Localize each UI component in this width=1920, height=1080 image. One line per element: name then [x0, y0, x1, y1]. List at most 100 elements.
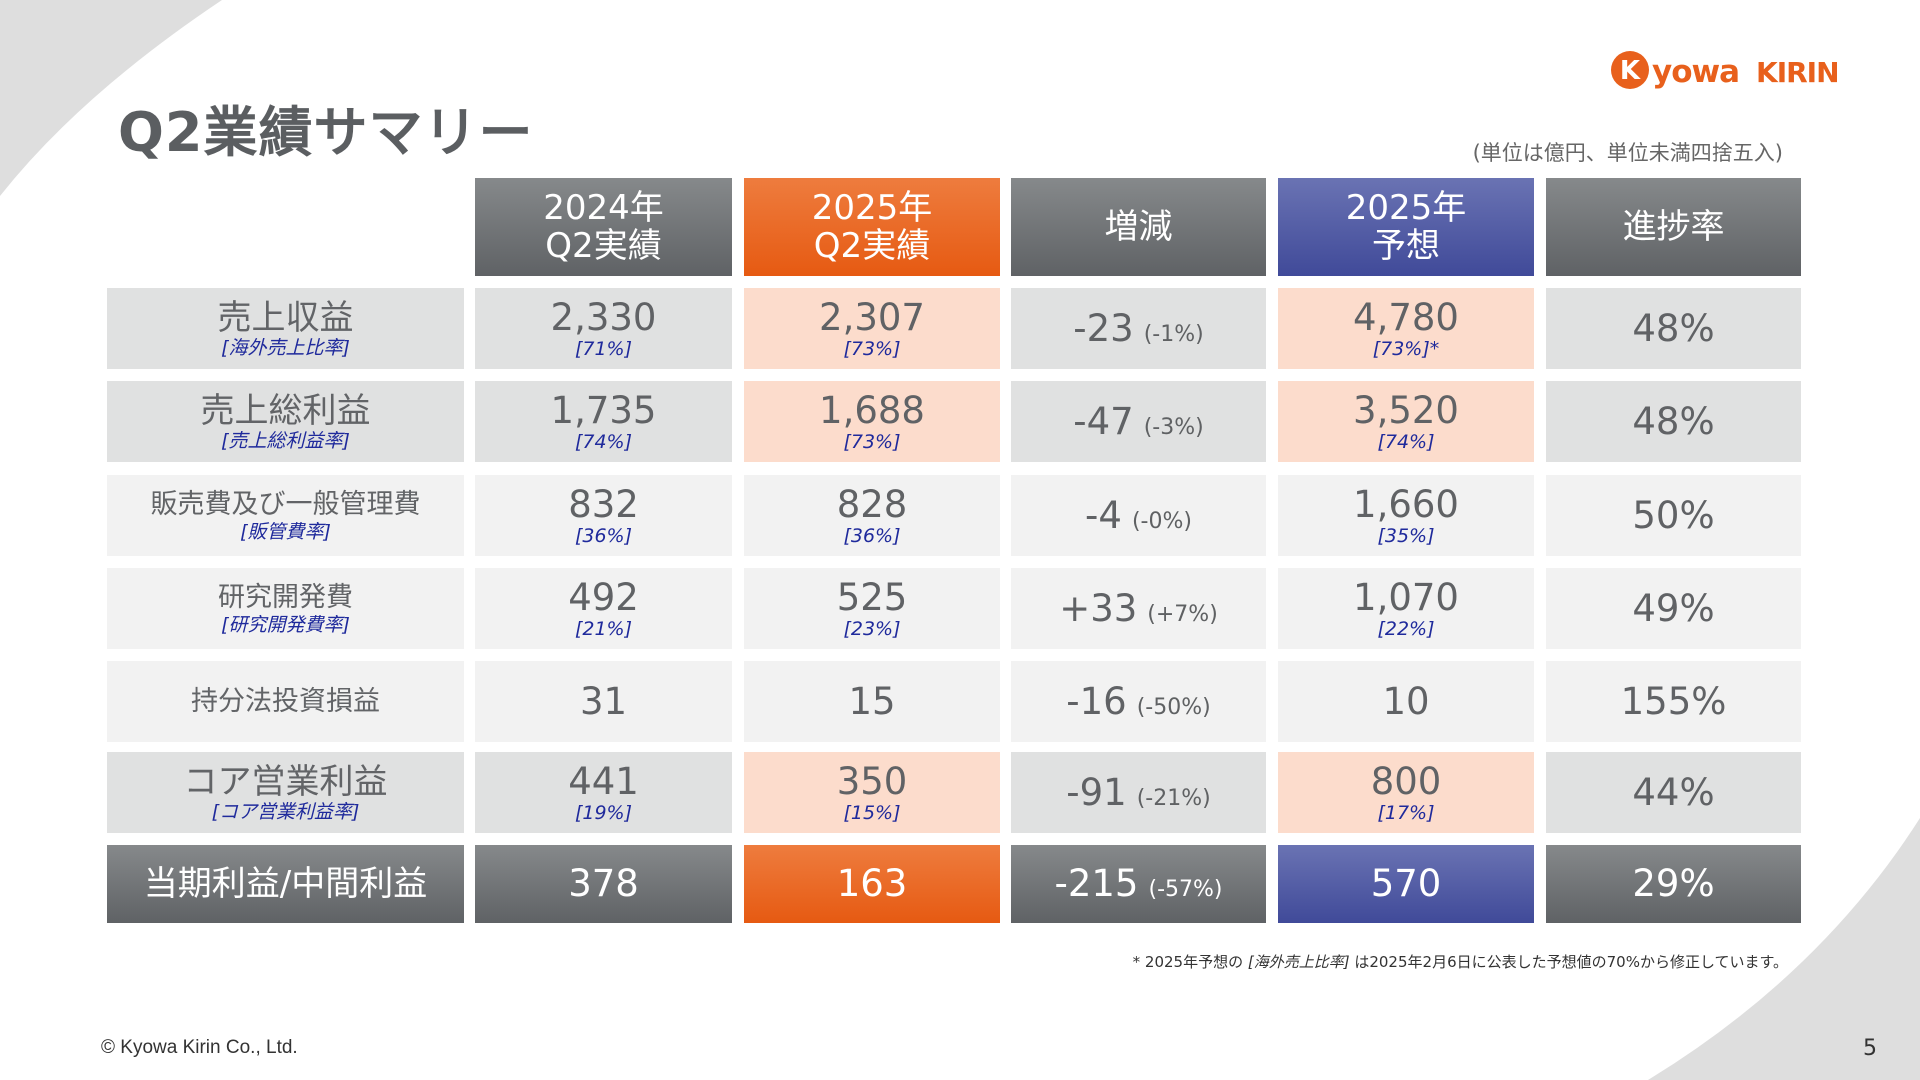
cell-forecast: 10	[1278, 661, 1534, 742]
value: 492	[568, 575, 639, 619]
ratio: [74%]	[574, 430, 633, 453]
cell-2025: 2,307 [73%]	[744, 288, 1000, 369]
svg-text:KIRIN: KIRIN	[1756, 56, 1839, 89]
cell-progress: 155%	[1546, 661, 1801, 742]
change-value: -16	[1066, 679, 1127, 723]
copyright: © Kyowa Kirin Co., Ltd.	[101, 1037, 298, 1058]
header-line2: 予想	[1372, 226, 1440, 266]
row-label-rnd: 研究開発費 [研究開発費率]	[107, 568, 464, 649]
cell-2024: 2,330 [71%]	[475, 288, 732, 369]
cell-2024: 378	[475, 845, 732, 923]
cell-forecast: 1,660 [35%]	[1278, 475, 1534, 556]
cell-change: -47 (-3%)	[1011, 381, 1266, 462]
ratio: [71%]	[574, 337, 633, 360]
value: 441	[568, 759, 639, 803]
cell-forecast: 1,070 [22%]	[1278, 568, 1534, 649]
cell-2024: 832 [36%]	[475, 475, 732, 556]
row-label: 販売費及び一般管理費	[150, 488, 421, 520]
header-progress-rate: 進捗率	[1546, 178, 1801, 276]
cell-2025: 15	[744, 661, 1000, 742]
row-label: 持分法投資損益	[191, 685, 380, 717]
value: 800	[1370, 759, 1442, 803]
change-value: -23	[1073, 306, 1134, 350]
row-label: 売上総利益	[200, 390, 371, 431]
ratio: [74%]	[1377, 430, 1435, 453]
change-percent: (-57%)	[1148, 877, 1223, 902]
page-number: 5	[1863, 1036, 1877, 1061]
header-2024-q2-actual: 2024年 Q2実績	[475, 178, 732, 276]
row-sublabel: [売上総利益率]	[221, 429, 350, 452]
row-label-sga: 販売費及び一般管理費 [販管費率]	[107, 475, 464, 556]
cell-2024: 31	[475, 661, 732, 742]
ratio: [35%]	[1377, 524, 1435, 547]
value: 15	[848, 679, 896, 723]
svg-text:yowa: yowa	[1652, 54, 1739, 90]
value: 378	[568, 862, 639, 905]
value: 4,780	[1353, 295, 1459, 339]
header-line1: 2024年	[543, 188, 664, 228]
cell-change: -91 (-21%)	[1011, 752, 1266, 833]
ratio: [21%]	[574, 617, 633, 640]
ratio: [23%]	[843, 617, 901, 640]
header-line1: 増減	[1104, 207, 1173, 247]
value: 49%	[1632, 586, 1715, 630]
value: 10	[1382, 679, 1430, 723]
value: 525	[836, 575, 908, 619]
cell-2025: 828 [36%]	[744, 475, 1000, 556]
header-line1: 進捗率	[1622, 207, 1725, 247]
row-label-gross-profit: 売上総利益 [売上総利益率]	[107, 381, 464, 462]
page-title: Q2業績サマリー	[118, 101, 534, 164]
cell-2024: 492 [21%]	[475, 568, 732, 649]
value: 1,735	[550, 388, 657, 432]
header-2025-q2-actual: 2025年 Q2実績	[744, 178, 1000, 276]
change-percent: (-0%)	[1131, 508, 1192, 534]
cell-progress: 44%	[1546, 752, 1801, 833]
ratio: [73%]	[843, 337, 901, 360]
cell-2025: 163	[744, 845, 1000, 923]
value: 1,660	[1353, 482, 1459, 526]
row-sublabel: [海外売上比率]	[221, 336, 350, 359]
row-label: コア営業利益	[183, 761, 388, 802]
ratio: [17%]	[1377, 801, 1435, 824]
footnote-prefix: * 2025年予想の	[1132, 953, 1248, 971]
ratio: [36%]	[843, 524, 901, 547]
row-sublabel: [販管費率]	[240, 520, 331, 543]
cell-2024: 1,735 [74%]	[475, 381, 732, 462]
value: 2,307	[819, 295, 925, 339]
row-label-core-operating-profit: コア営業利益 [コア営業利益率]	[107, 752, 464, 833]
cell-forecast: 4,780 [73%]*	[1278, 288, 1534, 369]
row-sublabel: [コア営業利益率]	[211, 800, 360, 823]
value: 832	[568, 482, 639, 526]
cell-progress: 50%	[1546, 475, 1801, 556]
value: 48%	[1632, 306, 1715, 350]
value: 44%	[1632, 770, 1715, 814]
value: 828	[836, 482, 908, 526]
change-value: -47	[1073, 399, 1134, 443]
row-label-equity-method: 持分法投資損益	[107, 661, 464, 742]
ratio: [73%]	[843, 430, 901, 453]
row-label: 売上収益	[217, 297, 354, 338]
value: 155%	[1620, 679, 1727, 723]
value: 50%	[1632, 493, 1715, 537]
footnote-suffix: は2025年2月6日に公表した予想値の70%から修正しています。	[1349, 953, 1788, 971]
value: 350	[836, 759, 908, 803]
cell-forecast: 570	[1278, 845, 1534, 923]
value: 48%	[1632, 399, 1715, 443]
change-value: +33	[1059, 586, 1138, 630]
value: 163	[836, 862, 908, 905]
value: 29%	[1632, 862, 1715, 905]
row-sublabel: [研究開発費率]	[221, 613, 350, 636]
change-percent: (-21%)	[1136, 785, 1211, 811]
row-label: 研究開発費	[218, 581, 353, 613]
value: 1,688	[819, 388, 925, 432]
header-line1: 2025年	[1345, 188, 1467, 228]
header-line2: Q2実績	[545, 226, 662, 266]
unit-note: (単位は億円、単位未満四捨五入)	[1472, 141, 1783, 165]
cell-2025: 525 [23%]	[744, 568, 1000, 649]
row-label-net-profit: 当期利益/中間利益	[107, 845, 464, 923]
value: 31	[579, 679, 628, 723]
header-line2: Q2実績	[813, 226, 931, 266]
ratio: [22%]	[1377, 617, 1435, 640]
value: 2,330	[550, 295, 657, 339]
change-value: -215	[1054, 862, 1139, 905]
